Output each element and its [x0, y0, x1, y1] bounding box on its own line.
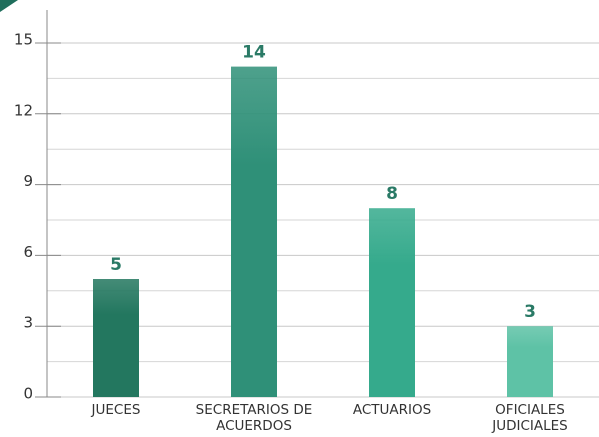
x-tick-label: OFICIALES JUDICIALES	[492, 402, 568, 434]
data-label: 3	[524, 302, 536, 322]
bar	[93, 279, 139, 397]
data-label: 8	[386, 184, 398, 204]
y-tick-label: 12	[14, 101, 33, 119]
bar	[369, 208, 415, 397]
x-tick-label: ACTUARIOS	[352, 402, 432, 418]
y-tick-label: 3	[23, 314, 33, 332]
bar	[507, 326, 553, 397]
data-label: 14	[242, 43, 266, 63]
corner-decoration	[0, 0, 18, 12]
x-tick-label: JUECES	[91, 402, 141, 418]
bar	[231, 66, 277, 397]
y-tick-label: 6	[23, 243, 33, 261]
x-tick-label: SECRETARIOS DE ACUERDOS	[195, 402, 313, 434]
data-label: 5	[110, 255, 122, 275]
y-tick-label: 15	[14, 31, 33, 49]
y-tick-label: 0	[23, 385, 33, 403]
y-tick-label: 9	[23, 172, 33, 190]
